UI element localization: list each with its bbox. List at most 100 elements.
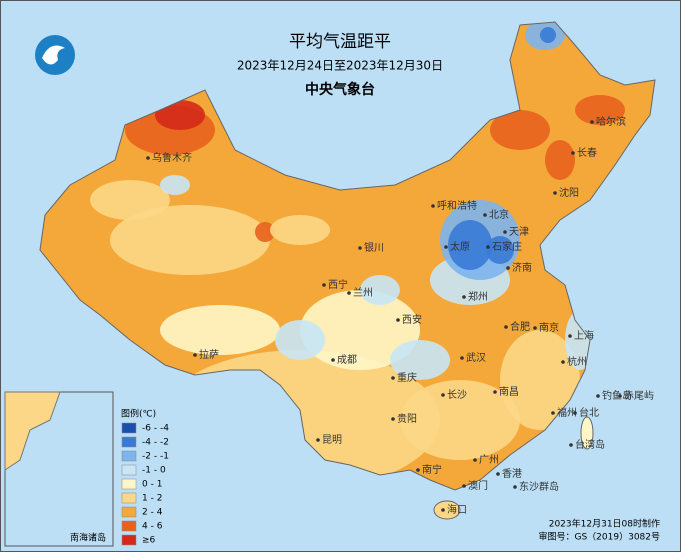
legend-title: 图例(℃) bbox=[121, 408, 156, 420]
city-dot bbox=[568, 334, 572, 338]
city-label: 太原 bbox=[450, 240, 470, 253]
city-dot bbox=[596, 394, 600, 398]
city-label: 哈尔滨 bbox=[596, 115, 626, 128]
legend-swatch bbox=[121, 422, 137, 434]
anomaly-region bbox=[255, 222, 275, 242]
city-dot bbox=[533, 326, 537, 330]
city-label: 澳门 bbox=[468, 479, 488, 492]
city-dot bbox=[504, 325, 508, 329]
anomaly-region bbox=[500, 330, 580, 430]
city-label: 成都 bbox=[337, 354, 357, 366]
anomaly-region bbox=[90, 180, 170, 220]
anomaly-region bbox=[575, 95, 625, 125]
city-dot bbox=[462, 484, 466, 488]
legend-swatch bbox=[121, 520, 137, 532]
anomaly-region bbox=[155, 100, 205, 130]
city-dot bbox=[396, 318, 400, 322]
legend-label: 4 - 6 bbox=[142, 522, 163, 532]
anomaly-region bbox=[400, 380, 520, 460]
city-label: 台北 bbox=[579, 406, 599, 419]
inset: 南海诸岛 bbox=[4, 391, 114, 547]
legend-label: -4 - -2 bbox=[142, 438, 169, 448]
city-dot bbox=[513, 485, 517, 489]
city-dot bbox=[431, 204, 435, 208]
anomaly-region bbox=[545, 140, 575, 180]
city-dot bbox=[146, 156, 150, 160]
city-label: 天津 bbox=[509, 226, 529, 238]
city-dot bbox=[462, 295, 466, 299]
anomaly-region bbox=[390, 340, 450, 380]
city-dot bbox=[441, 508, 445, 512]
city-label: 钓鱼岛 bbox=[602, 389, 632, 402]
legend-label: -1 - 0 bbox=[142, 466, 166, 476]
city-dot bbox=[473, 458, 477, 462]
anomaly-region bbox=[540, 27, 556, 43]
city-label: 福州 bbox=[557, 406, 577, 419]
footer-line: 2023年12月31日08时制作 bbox=[549, 518, 660, 530]
anomaly-region bbox=[160, 305, 280, 355]
city-dot bbox=[503, 230, 507, 234]
inset-label: 南海诸岛 bbox=[70, 532, 106, 544]
anomaly-region bbox=[448, 220, 492, 270]
city-label: 贵阳 bbox=[397, 412, 417, 425]
city-label: 上海 bbox=[574, 329, 594, 342]
legend-swatch bbox=[121, 478, 137, 490]
city-dot bbox=[391, 417, 395, 421]
city-label: 广州 bbox=[479, 454, 499, 466]
legend-swatch bbox=[121, 492, 137, 504]
city-dot bbox=[391, 376, 395, 380]
anomaly-region bbox=[300, 290, 420, 370]
city-label: 呼和浩特 bbox=[437, 200, 477, 212]
logo-mark bbox=[42, 45, 65, 65]
subtitle: 2023年12月24日至2023年12月30日 bbox=[237, 59, 443, 73]
city-label: 南京 bbox=[539, 321, 559, 334]
legend-swatch bbox=[121, 436, 137, 448]
city-label: 合肥 bbox=[510, 320, 530, 333]
legend-label: -2 - -1 bbox=[142, 452, 169, 462]
city-dot bbox=[553, 191, 557, 195]
city-label: 西宁 bbox=[328, 278, 348, 291]
anomaly-region bbox=[360, 275, 400, 305]
city-label: 香港 bbox=[502, 468, 522, 480]
city-label: 东沙群岛 bbox=[519, 480, 559, 493]
anomaly-region bbox=[490, 110, 550, 150]
city-label: 南昌 bbox=[499, 385, 519, 398]
city-dot bbox=[569, 443, 573, 447]
city-dot bbox=[460, 356, 464, 360]
city-dot bbox=[193, 353, 197, 357]
city-label: 台湾岛 bbox=[575, 438, 605, 451]
legend-swatch bbox=[121, 464, 137, 476]
city-label: 济南 bbox=[512, 261, 532, 274]
city-label: 石家庄 bbox=[492, 240, 522, 253]
inset-land bbox=[4, 391, 61, 471]
hainan bbox=[433, 500, 461, 520]
anomaly-region bbox=[270, 215, 330, 245]
city-dot bbox=[590, 120, 594, 124]
legend-swatch bbox=[121, 506, 137, 518]
city-label: 银川 bbox=[364, 241, 384, 254]
city-dot bbox=[573, 411, 577, 415]
anomaly-region bbox=[160, 175, 190, 195]
city-dot bbox=[416, 468, 420, 472]
city-dot bbox=[358, 246, 362, 250]
city-label: 西安 bbox=[402, 313, 422, 326]
city-label: 长沙 bbox=[447, 389, 467, 401]
legend-label: ≥6 bbox=[142, 536, 156, 546]
city-dot bbox=[571, 151, 575, 155]
city-dot bbox=[506, 266, 510, 270]
city-label: 昆明 bbox=[322, 434, 342, 446]
city-dot bbox=[331, 358, 335, 362]
city-label: 赤尾屿 bbox=[624, 390, 654, 402]
city-dot bbox=[441, 393, 445, 397]
city-label: 海口 bbox=[447, 503, 467, 516]
legend: 图例(℃) -6 - -4 -4 - -2 -2 - -1 -1 - 0 0 - 1 1 … bbox=[121, 408, 169, 546]
city-dot bbox=[561, 360, 565, 364]
anomaly-region bbox=[110, 205, 270, 275]
anomaly-region bbox=[486, 236, 514, 264]
city-label: 北京 bbox=[489, 208, 509, 221]
city-label: 沈阳 bbox=[559, 186, 579, 199]
city-label: 乌鲁木齐 bbox=[152, 151, 192, 164]
legend-label: 1 - 2 bbox=[142, 494, 162, 504]
agency: 中央气象台 bbox=[305, 81, 375, 98]
footer-line: 审图号：GS（2019）3082号 bbox=[539, 531, 661, 543]
